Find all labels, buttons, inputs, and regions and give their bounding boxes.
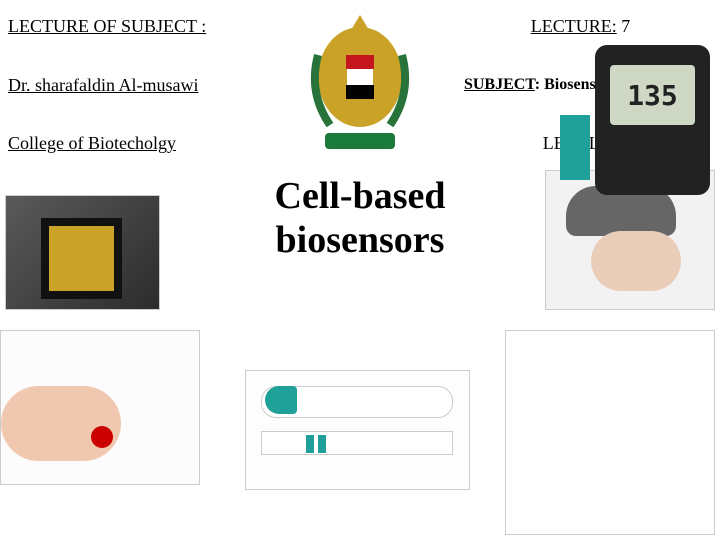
pregnancy-test-cap — [265, 386, 297, 414]
lecture-number: LECTURE: 7 — [449, 16, 712, 37]
finger-blood-sample-image — [0, 330, 200, 485]
lecturer-name: Dr. sharafaldin Al-musawi — [8, 75, 271, 96]
title-line-2: biosensors — [205, 219, 515, 263]
strip-indicator-2 — [318, 435, 326, 453]
subject-label: SUBJECT — [464, 76, 535, 93]
coat-of-arms-emblem — [275, 8, 445, 162]
lecture-value: 7 — [617, 16, 631, 36]
glucose-test-strip — [560, 115, 590, 180]
strip-indicator-1 — [306, 435, 314, 453]
college-name: College of Biotecholgy — [8, 133, 271, 154]
lecture-label: LECTURE: — [531, 16, 617, 36]
glucose-meter-image — [505, 330, 715, 535]
lecture-of-subject-label: LECTURE OF SUBJECT : — [8, 16, 271, 37]
title-line-1: Cell-based — [205, 175, 515, 219]
glucose-meter-reading: 135 — [610, 65, 695, 125]
slide-title: Cell-based biosensors — [205, 175, 515, 262]
biochip-image — [5, 195, 160, 310]
